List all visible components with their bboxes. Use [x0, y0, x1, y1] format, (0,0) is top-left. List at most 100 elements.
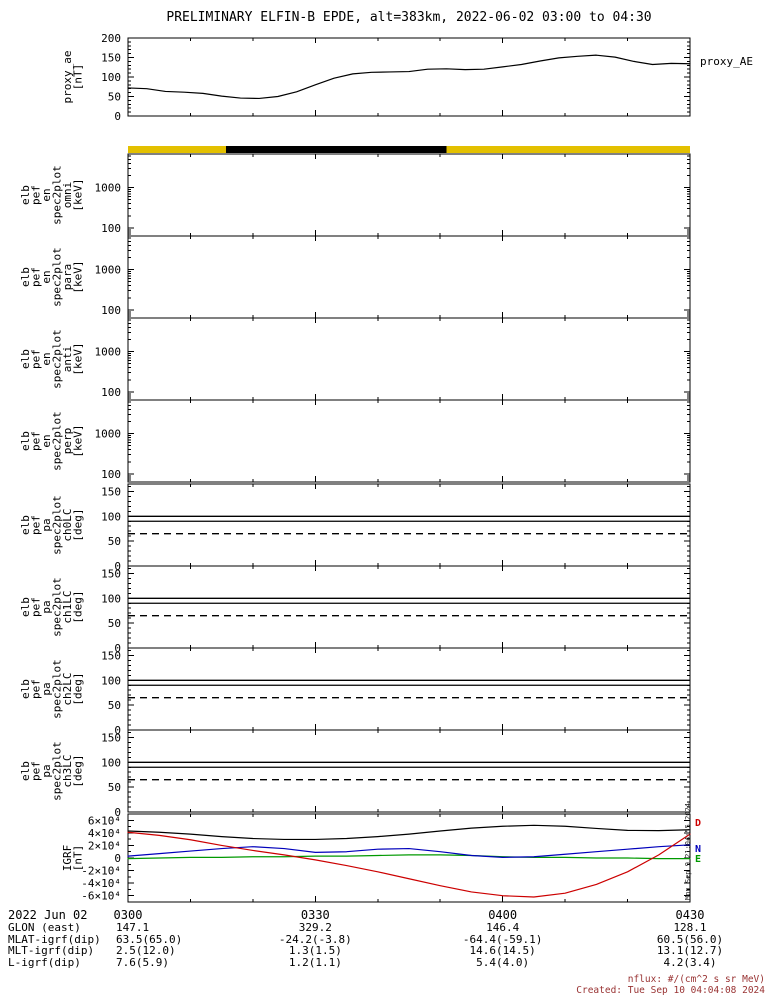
svg-text:0: 0: [114, 852, 121, 865]
svg-text:50: 50: [108, 617, 121, 630]
footer-value: 146.4: [486, 921, 520, 934]
time-tick-label: 0330: [300, 908, 330, 922]
footer-value: 128.1: [673, 921, 707, 934]
svg-text:100: 100: [101, 222, 121, 235]
footer-row: L-igrf(dip) 7.6(5.9) 1.2(1.1) 5.4(4.0) 4.2(3…: [0, 955, 775, 969]
footer-value: 2.5(12.0): [116, 944, 176, 957]
svg-text:pef: pef: [30, 431, 43, 451]
svg-text:-6×10⁴: -6×10⁴: [81, 890, 121, 903]
svg-text:0: 0: [114, 806, 121, 819]
svg-text:pa: pa: [40, 764, 53, 777]
footer-row-label: GLON (east): [8, 921, 81, 934]
igrf-component-label: N: [695, 844, 702, 855]
svg-text:elb: elb: [19, 597, 32, 617]
svg-text:elb: elb: [19, 267, 32, 287]
footer-value: 13.1(12.7): [656, 944, 724, 957]
svg-text:pef: pef: [30, 515, 43, 535]
svg-text:en: en: [40, 352, 53, 365]
svg-text:para: para: [61, 264, 74, 291]
svg-text:[deg]: [deg]: [72, 672, 85, 705]
igrf-component-label: E: [695, 854, 702, 865]
svg-text:2×10⁴: 2×10⁴: [88, 839, 121, 852]
date-label: 2022 Jun 02: [8, 908, 88, 922]
svg-text:-4×10⁴: -4×10⁴: [81, 877, 121, 890]
svg-text:100: 100: [101, 386, 121, 399]
svg-text:0: 0: [114, 642, 121, 655]
svg-text:1000: 1000: [95, 264, 122, 277]
footer-value: -64.4(-59.1): [462, 932, 543, 946]
svg-text:spec2plot: spec2plot: [51, 165, 64, 225]
svg-text:[keV]: [keV]: [72, 424, 85, 457]
svg-text:ch1LC: ch1LC: [61, 590, 74, 623]
svg-text:proxy_ae: proxy_ae: [61, 51, 74, 104]
svg-text:pef: pef: [30, 349, 43, 369]
svg-text:spec2plot: spec2plot: [51, 411, 64, 471]
svg-text:pa: pa: [40, 518, 53, 531]
svg-text:[deg]: [deg]: [72, 508, 85, 541]
footer-value: 1.3(1.5): [288, 944, 342, 957]
footer-row: GLON (east) 147.1 329.2 146.4 128.1: [0, 921, 775, 934]
time-tick-label: 0430: [675, 908, 705, 922]
footer-value: 4.2(3.4): [663, 955, 717, 969]
footer-value: 7.6(5.9): [116, 955, 169, 969]
time-axis-labels: 0300 0330 0400 0430: [0, 908, 775, 922]
svg-text:en: en: [40, 270, 53, 283]
svg-text:[nT]: [nT]: [72, 845, 85, 872]
svg-text:150: 150: [101, 485, 121, 498]
svg-text:elb: elb: [19, 761, 32, 781]
svg-text:pef: pef: [30, 597, 43, 617]
svg-text:100: 100: [101, 510, 121, 523]
svg-text:0: 0: [114, 724, 121, 737]
footer-value: 329.2: [298, 921, 332, 934]
svg-text:perp: perp: [61, 428, 74, 455]
svg-text:0: 0: [114, 110, 121, 123]
svg-text:100: 100: [101, 674, 121, 687]
svg-text:1000: 1000: [95, 428, 122, 441]
footer-value: 1.2(1.1): [288, 955, 342, 969]
svg-text:pa: pa: [40, 682, 53, 695]
svg-text:50: 50: [108, 535, 121, 548]
svg-text:spec2plot: spec2plot: [51, 741, 64, 801]
footer-row-label: MLAT-igrf(dip): [8, 932, 101, 946]
svg-text:elb: elb: [19, 679, 32, 699]
corner-notes: nflux: #/(cm^2 s sr MeV) Created: Tue Se…: [576, 974, 765, 996]
time-tick-label: 0300: [113, 908, 143, 922]
svg-text:4×10⁴: 4×10⁴: [88, 827, 121, 840]
svg-text:IGRF: IGRF: [61, 845, 74, 872]
svg-text:en: en: [40, 434, 53, 447]
footer-value: 63.5(65.0): [116, 932, 183, 946]
footer-value: 60.5(56.0): [656, 932, 724, 946]
svg-text:elb: elb: [19, 185, 32, 205]
svg-text:100: 100: [101, 756, 121, 769]
svg-text:spec2plot: spec2plot: [51, 659, 64, 719]
igrf-component-label: D: [695, 818, 702, 829]
timestamp-watermark: Mon Sep 9 21:04:55 2024: [684, 803, 692, 900]
plot-title: PRELIMINARY ELFIN-B EPDE, alt=383km, 202…: [166, 10, 652, 25]
svg-text:ch2LC: ch2LC: [61, 672, 74, 705]
svg-text:100: 100: [101, 304, 121, 317]
svg-text:[deg]: [deg]: [72, 754, 85, 787]
svg-text:spec2plot: spec2plot: [51, 329, 64, 389]
footer-value: 14.6(14.5): [469, 944, 536, 957]
svg-text:150: 150: [101, 567, 121, 580]
svg-text:anti: anti: [61, 346, 74, 373]
svg-text:100: 100: [101, 592, 121, 605]
svg-text:1000: 1000: [95, 346, 122, 359]
time-tick-label: 0400: [488, 908, 518, 922]
svg-text:150: 150: [101, 52, 121, 65]
svg-text:spec2plot: spec2plot: [51, 247, 64, 307]
footer-row-label: L-igrf(dip): [8, 955, 81, 969]
flux-units-note: nflux: #/(cm^2 s sr MeV): [627, 974, 765, 985]
svg-text:omni: omni: [61, 182, 74, 209]
svg-text:50: 50: [108, 91, 121, 104]
svg-text:[keV]: [keV]: [72, 342, 85, 375]
footer-value: 147.1: [116, 921, 150, 934]
svg-text:pef: pef: [30, 679, 43, 699]
footer-value: -24.2(-3.8): [278, 932, 352, 946]
footer-row: MLAT-igrf(dip) 63.5(65.0) -24.2(-3.8) -64.4…: [0, 932, 775, 946]
svg-text:[nT]: [nT]: [72, 64, 85, 91]
svg-text:pa: pa: [40, 600, 53, 613]
svg-text:100: 100: [101, 71, 121, 84]
